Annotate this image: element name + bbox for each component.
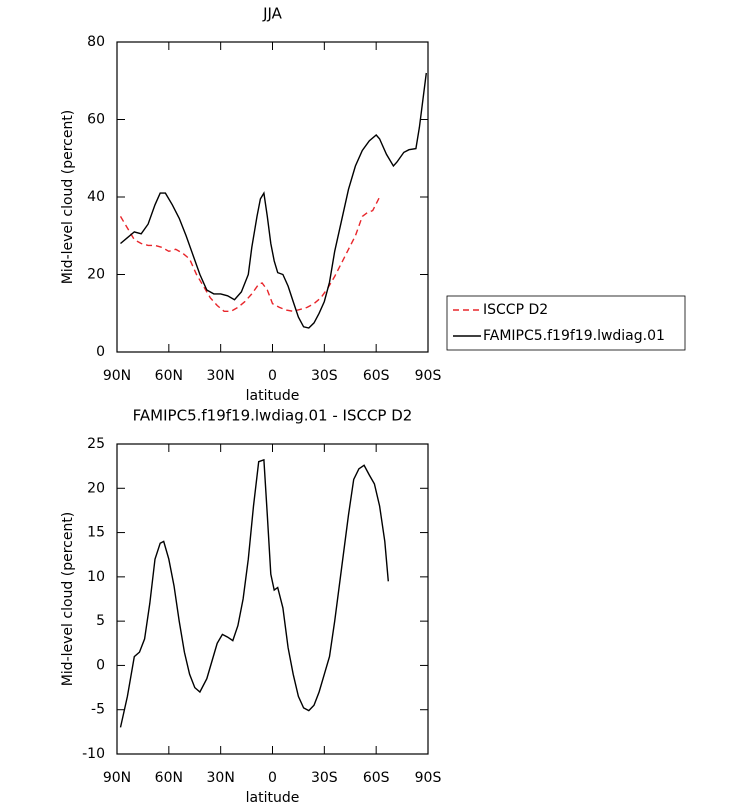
y-tick-label: 80	[87, 34, 105, 50]
x-tick-label: 90N	[103, 368, 131, 384]
legend-box	[446, 295, 686, 351]
x-tick-label: 60S	[363, 368, 390, 384]
y-tick-label: 5	[96, 613, 105, 629]
x-tick-label: 60N	[155, 770, 183, 786]
y-tick-label: 60	[87, 112, 105, 128]
x-tick-label: 30S	[311, 368, 338, 384]
x-tick-label: 30S	[311, 770, 338, 786]
plot-frame	[116, 41, 429, 353]
y-tick-label: 20	[87, 267, 105, 283]
x-tick-label: 60N	[155, 368, 183, 384]
chart-title: JJA	[262, 5, 283, 23]
y-tick-label: 15	[87, 525, 105, 541]
legend-label: ISCCP D2	[483, 302, 548, 318]
x-tick-label: 30N	[207, 368, 235, 384]
x-axis-label: latitude	[246, 388, 300, 404]
x-axis-label: latitude	[246, 790, 300, 806]
x-tick-label: 90S	[415, 368, 442, 384]
y-tick-label: 10	[87, 569, 105, 585]
x-tick-label: 90N	[103, 770, 131, 786]
plot-frame	[116, 443, 429, 755]
data-line	[120, 72, 427, 329]
y-tick-label: 25	[87, 436, 105, 452]
y-tick-label: 40	[87, 189, 105, 205]
x-tick-label: 30N	[207, 770, 235, 786]
legend-label: FAMIPC5.f19f19.lwdiag.01	[483, 328, 665, 344]
x-tick-label: 0	[268, 770, 277, 786]
y-tick-label: -10	[82, 746, 105, 762]
chart-title: FAMIPC5.f19f19.lwdiag.01 - ISCCP D2	[133, 407, 413, 425]
y-tick-label: -5	[91, 702, 105, 718]
y-tick-label: 0	[96, 657, 105, 673]
data-line	[119, 458, 389, 728]
y-axis-label: Mid-level cloud (percent)	[60, 512, 76, 687]
y-axis-label: Mid-level cloud (percent)	[60, 110, 76, 285]
y-tick-label: 0	[96, 344, 105, 360]
y-tick-label: 20	[87, 480, 105, 496]
x-tick-label: 90S	[415, 770, 442, 786]
x-tick-label: 60S	[363, 770, 390, 786]
data-line	[119, 196, 381, 313]
x-tick-label: 0	[268, 368, 277, 384]
